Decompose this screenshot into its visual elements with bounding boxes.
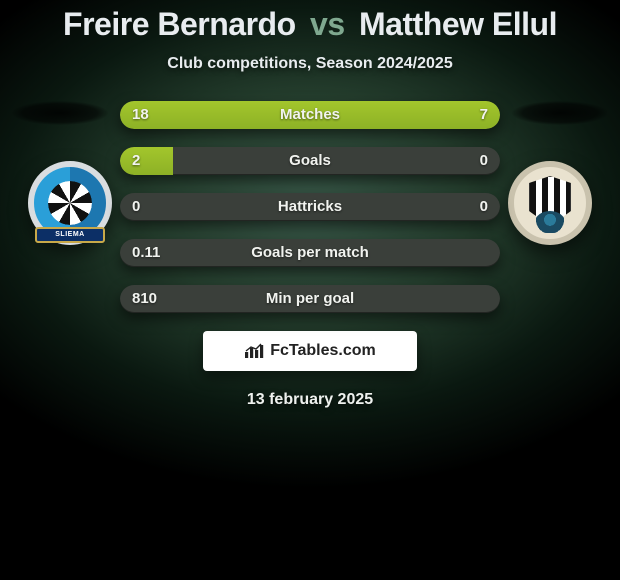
stat-label: Goals [120, 147, 500, 175]
stat-bar: 810Min per goal [120, 285, 500, 313]
vs-separator: vs [310, 6, 345, 42]
player1-shadow [12, 101, 108, 125]
comparison-title: Freire Bernardo vs Matthew Ellul [0, 0, 620, 43]
player1-club-band: SLIEMA [35, 227, 105, 243]
player1-club-crest: SLIEMA [28, 161, 112, 245]
stat-label: Matches [120, 101, 500, 129]
snapshot-date: 13 february 2025 [0, 391, 620, 409]
stat-bar: 00Hattricks [120, 193, 500, 221]
stat-bars: 187Matches 20Goals 00Hattricks 0.11Goals pe… [120, 99, 500, 313]
player2-shadow [512, 101, 608, 125]
stat-bar: 20Goals [120, 147, 500, 175]
player2-name: Matthew Ellul [359, 6, 557, 42]
brand-text: FcTables.com [270, 342, 376, 360]
player2-club-crest [508, 161, 592, 245]
comparison-arena: SLIEMA 187Matches 20Goals 00Hattricks 0.11G… [0, 99, 620, 313]
stat-bar: 0.11Goals per match [120, 239, 500, 267]
bar-chart-icon [244, 343, 264, 359]
stat-label: Min per goal [120, 285, 500, 313]
stat-bar: 187Matches [120, 101, 500, 129]
subtitle: Club competitions, Season 2024/2025 [0, 55, 620, 73]
brand-badge: FcTables.com [203, 331, 417, 371]
player1-name: Freire Bernardo [63, 6, 296, 42]
stat-label: Hattricks [120, 193, 500, 221]
stat-label: Goals per match [120, 239, 500, 267]
